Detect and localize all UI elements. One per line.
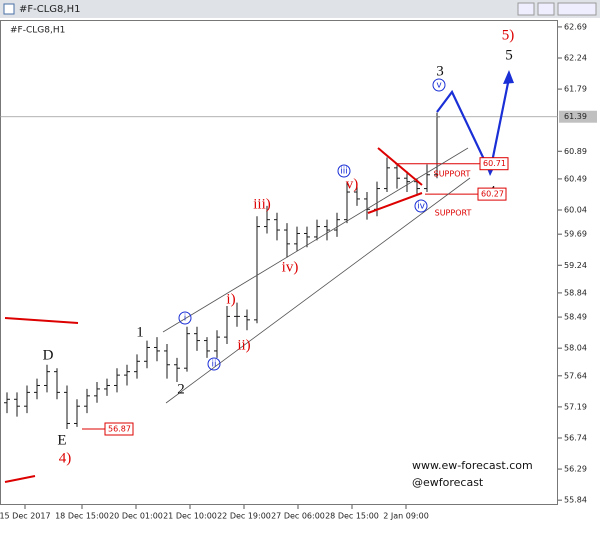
level-label: 60.27 <box>481 190 504 199</box>
y-tick-label: 55.84 <box>564 496 587 505</box>
support-label: SUPPORT <box>435 209 472 218</box>
red-trendline <box>4 475 36 483</box>
wave-circle <box>337 164 351 178</box>
wave-label: iii) <box>253 196 271 212</box>
wave-label: v <box>436 81 442 91</box>
red-trendline <box>4 317 79 324</box>
watermark: @ewforecast <box>412 476 484 489</box>
wave-circle <box>414 199 428 213</box>
watermark: www.ew-forecast.com <box>412 459 533 472</box>
close-button[interactable] <box>557 2 597 16</box>
projection-path <box>436 77 511 176</box>
support-label: SUPPORT <box>434 170 471 179</box>
x-tick-label: 21 Dec 10:00 <box>163 512 217 521</box>
y-tick-label: 62.24 <box>564 53 587 62</box>
y-tick-label: 59.69 <box>564 230 587 239</box>
y-tick-label: 61.79 <box>564 85 587 94</box>
wave-label: 5 <box>505 47 513 63</box>
channel-lower <box>165 177 471 404</box>
wave-label: iv) <box>282 259 299 275</box>
x-tick-label: 28 Dec 15:00 <box>325 512 379 521</box>
wave-label: i <box>184 314 187 324</box>
wave-label: i) <box>226 291 235 307</box>
y-tick-label: 60.04 <box>564 205 587 214</box>
y-tick-label: 60.49 <box>564 174 587 183</box>
triangle-line <box>367 192 423 214</box>
x-tick-label: 27 Dec 06:00 <box>271 512 325 521</box>
wave-label: D <box>43 347 54 363</box>
x-tick-label: 2 Jan 09:00 <box>383 512 429 521</box>
x-tick-label: 22 Dec 19:00 <box>217 512 271 521</box>
wave-label: 4) <box>59 450 72 466</box>
wave-label: 3 <box>436 63 444 79</box>
arrow-head <box>503 70 514 84</box>
channel-upper <box>162 147 469 333</box>
level-box <box>479 157 509 171</box>
triangle-line <box>377 147 423 186</box>
x-tick-label: 20 Dec 01:00 <box>109 512 163 521</box>
wave-label: 1 <box>136 324 144 340</box>
y-tick-label: 56.74 <box>564 433 587 442</box>
plot-frame <box>0 20 558 505</box>
wave-label: iii <box>340 167 348 177</box>
wave-label: iv <box>417 202 426 212</box>
title-bar <box>0 0 600 18</box>
x-tick-label: 15 Dec 2017 <box>0 512 51 521</box>
x-tick-label: 18 Dec 15:00 <box>55 512 109 521</box>
symbol-label: #F-CLG8,H1 <box>10 26 65 36</box>
y-tick-label: 57.19 <box>564 402 587 411</box>
wave-label: 2 <box>177 381 185 397</box>
y-tick-label: 56.29 <box>564 465 587 474</box>
wave-label: 5) <box>502 27 515 43</box>
wave-label: E <box>57 432 66 448</box>
y-tick-label: 57.64 <box>564 371 587 380</box>
wave-circle <box>178 311 192 325</box>
wave-label: v) <box>346 176 359 192</box>
wave-circle <box>207 357 221 371</box>
wave-circle <box>432 78 446 92</box>
last-price-label: 61.39 <box>564 112 587 121</box>
y-tick-label: 58.04 <box>564 344 587 353</box>
window-title: #F-CLG8,H1 <box>19 4 80 15</box>
y-tick-label: 58.49 <box>564 313 587 322</box>
level-label: 60.71 <box>483 159 506 168</box>
level-box <box>104 422 134 436</box>
plot-area: 62.69 62.24 61.79 60.89 60.49 60.04 59.69 59.24… <box>0 22 587 521</box>
y-tick-label: 62.69 <box>564 22 587 31</box>
level-label: 56.87 <box>108 425 131 434</box>
maximize-button[interactable] <box>537 2 555 16</box>
window-icon <box>3 3 15 15</box>
minimize-button[interactable] <box>517 2 535 16</box>
wave-label: ii) <box>237 337 250 353</box>
y-tick-label: 58.84 <box>564 288 587 297</box>
level-box <box>477 187 507 201</box>
last-price-box <box>559 110 597 123</box>
wave-label: ii <box>211 360 216 370</box>
y-tick-label: 60.89 <box>564 147 587 156</box>
y-tick-label: 59.24 <box>564 261 587 270</box>
